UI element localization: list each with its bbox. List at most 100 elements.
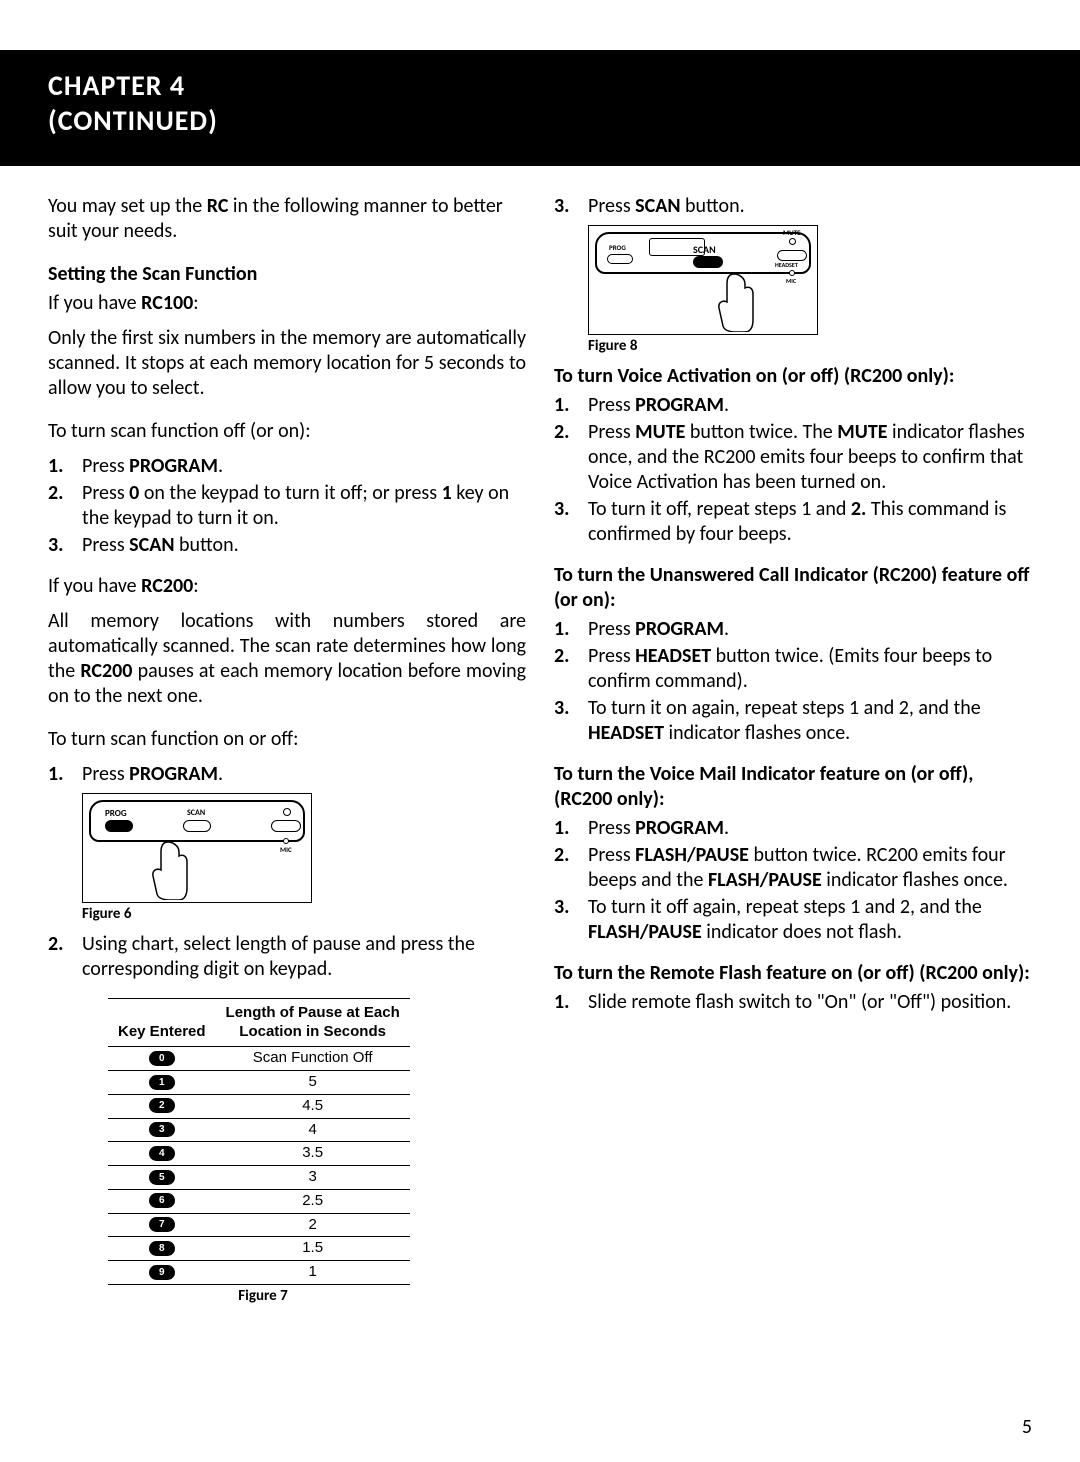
text: If you have: [48, 291, 141, 315]
fig-label-prog: PROG: [105, 808, 127, 819]
unanswered-call-steps: 1.Press PROGRAM. 2.Press HEADSET button …: [554, 617, 1032, 746]
key-oval-icon: 9: [149, 1265, 175, 1280]
figure-8: PROG SCAN MUTE HEADSET MIC: [588, 225, 818, 335]
text: You may set up the: [48, 194, 207, 218]
pause-table: Key Entered Length of Pause at EachLocat…: [108, 998, 410, 1285]
voice-activation-heading: To turn Voice Activation on (or off) (RC…: [554, 364, 1032, 389]
step-number: 3.: [554, 497, 588, 547]
table-row: 62.5: [108, 1189, 410, 1213]
step-text: Press PROGRAM.: [588, 816, 1032, 841]
rc200-body: All memory locations with numbers stored…: [48, 609, 526, 709]
table-cell-key: 0: [108, 1047, 216, 1071]
table-cell-value: 2: [216, 1213, 410, 1237]
table-cell-value: 5: [216, 1071, 410, 1095]
table-cell-value: Scan Function Off: [216, 1047, 410, 1071]
step-text: Press SCAN button.: [588, 194, 1032, 219]
chapter-title-2: (CONTINUED): [48, 103, 1032, 138]
step-number: 3.: [554, 194, 588, 219]
step-number: 2.: [48, 932, 82, 982]
page-number: 5: [1022, 1415, 1032, 1440]
text: :: [193, 291, 198, 315]
step-number: 3.: [48, 533, 82, 558]
chapter-header: CHAPTER 4 (CONTINUED): [0, 50, 1080, 166]
step-text: Press PROGRAM.: [82, 454, 526, 479]
step-number: 1.: [48, 454, 82, 479]
table-row: 81.5: [108, 1237, 410, 1261]
key-oval-icon: 1: [149, 1075, 175, 1090]
step-text: To turn it off, repeat steps 1 and 2. Th…: [588, 497, 1032, 547]
table-header-key: Key Entered: [108, 998, 216, 1047]
hand-icon: [143, 840, 193, 900]
fig-label-mute: MUTE: [783, 229, 801, 238]
text-bold: RC200: [141, 574, 193, 598]
table-cell-key: 5: [108, 1166, 216, 1190]
table-cell-key: 6: [108, 1189, 216, 1213]
step-text: Slide remote flash switch to "On" (or "O…: [588, 990, 1032, 1015]
table-row: 91: [108, 1261, 410, 1285]
table-cell-key: 2: [108, 1094, 216, 1118]
remote-flash-steps: 1.Slide remote flash switch to "On" (or …: [554, 990, 1032, 1015]
table-row: 0 Scan Function Off: [108, 1047, 410, 1071]
step-number: 1.: [554, 816, 588, 841]
fig-label-headset: HEADSET: [775, 262, 798, 270]
step-text: Press HEADSET button twice. (Emits four …: [588, 644, 1032, 694]
fig-label-scan: SCAN: [187, 808, 205, 818]
rc200-step1: 1.Press PROGRAM.: [48, 762, 526, 787]
step-number: 1.: [554, 990, 588, 1015]
key-oval-icon: 3: [149, 1122, 175, 1137]
key-oval-icon: 7: [149, 1217, 175, 1232]
step-text: To turn it on again, repeat steps 1 and …: [588, 696, 1032, 746]
voice-activation-steps: 1.Press PROGRAM. 2.Press MUTE button twi…: [554, 393, 1032, 547]
table-row: 72: [108, 1213, 410, 1237]
step-text: Using chart, select length of pause and …: [82, 932, 526, 982]
step-number: 3.: [554, 696, 588, 746]
voice-mail-heading: To turn the Voice Mail Indicator feature…: [554, 762, 1032, 812]
step-text: Press PROGRAM.: [82, 762, 526, 787]
text: :: [193, 574, 198, 598]
table-cell-value: 1: [216, 1261, 410, 1285]
text-bold: RC: [207, 194, 229, 218]
table-cell-value: 3: [216, 1166, 410, 1190]
table-row: 53: [108, 1166, 410, 1190]
rc100-body: Only the first six numbers in the memory…: [48, 326, 526, 401]
figure-6-caption: Figure 6: [82, 905, 526, 924]
step-text: Press MUTE button twice. The MUTE indica…: [588, 420, 1032, 495]
hand-icon: [709, 272, 759, 332]
unanswered-call-heading: To turn the Unanswered Call Indicator (R…: [554, 563, 1032, 613]
step-number: 2.: [554, 644, 588, 694]
key-oval-icon: 2: [149, 1098, 175, 1113]
table-row: 15: [108, 1071, 410, 1095]
table-cell-value: 1.5: [216, 1237, 410, 1261]
fig-label-prog: PROG: [609, 244, 626, 253]
step-text: Press 0 on the keypad to turn it off; or…: [82, 481, 526, 531]
rc100-steps: 1.Press PROGRAM. 2.Press 0 on the keypad…: [48, 454, 526, 558]
figure-7-caption: Figure 7: [108, 1287, 418, 1306]
text-bold: RC100: [141, 291, 193, 315]
rc200-line: If you have RC200:: [48, 574, 526, 599]
table-row: 43.5: [108, 1142, 410, 1166]
table-row: 34: [108, 1118, 410, 1142]
table-cell-value: 4: [216, 1118, 410, 1142]
scan-function-heading: Setting the Scan Function: [48, 262, 526, 287]
table-header-length: Length of Pause at EachLocation in Secon…: [216, 998, 410, 1047]
table-row: 24.5: [108, 1094, 410, 1118]
text: If you have: [48, 574, 141, 598]
key-oval-icon: 6: [149, 1193, 175, 1208]
table-cell-key: 9: [108, 1261, 216, 1285]
step-number: 2.: [48, 481, 82, 531]
figure-6: PROG SCAN MIC: [82, 793, 312, 903]
key-oval-icon: 4: [149, 1146, 175, 1161]
table-cell-key: 4: [108, 1142, 216, 1166]
chapter-title-1: CHAPTER 4: [48, 68, 1032, 103]
fig-label-mic: MIC: [786, 278, 796, 286]
step-text: Press FLASH/PAUSE button twice. RC200 em…: [588, 843, 1032, 893]
table-cell-key: 7: [108, 1213, 216, 1237]
scan-on-off-intro: To turn scan function on or off:: [48, 727, 526, 752]
key-oval-icon: 0: [149, 1051, 175, 1066]
fig-label-scan: SCAN: [693, 244, 716, 257]
voice-mail-steps: 1.Press PROGRAM. 2.Press FLASH/PAUSE but…: [554, 816, 1032, 945]
key-oval-icon: 5: [149, 1170, 175, 1185]
scan-off-on-intro: To turn scan function off (or on):: [48, 419, 526, 444]
intro-paragraph: You may set up the RC in the following m…: [48, 194, 526, 244]
left-column: You may set up the RC in the following m…: [48, 194, 526, 1306]
